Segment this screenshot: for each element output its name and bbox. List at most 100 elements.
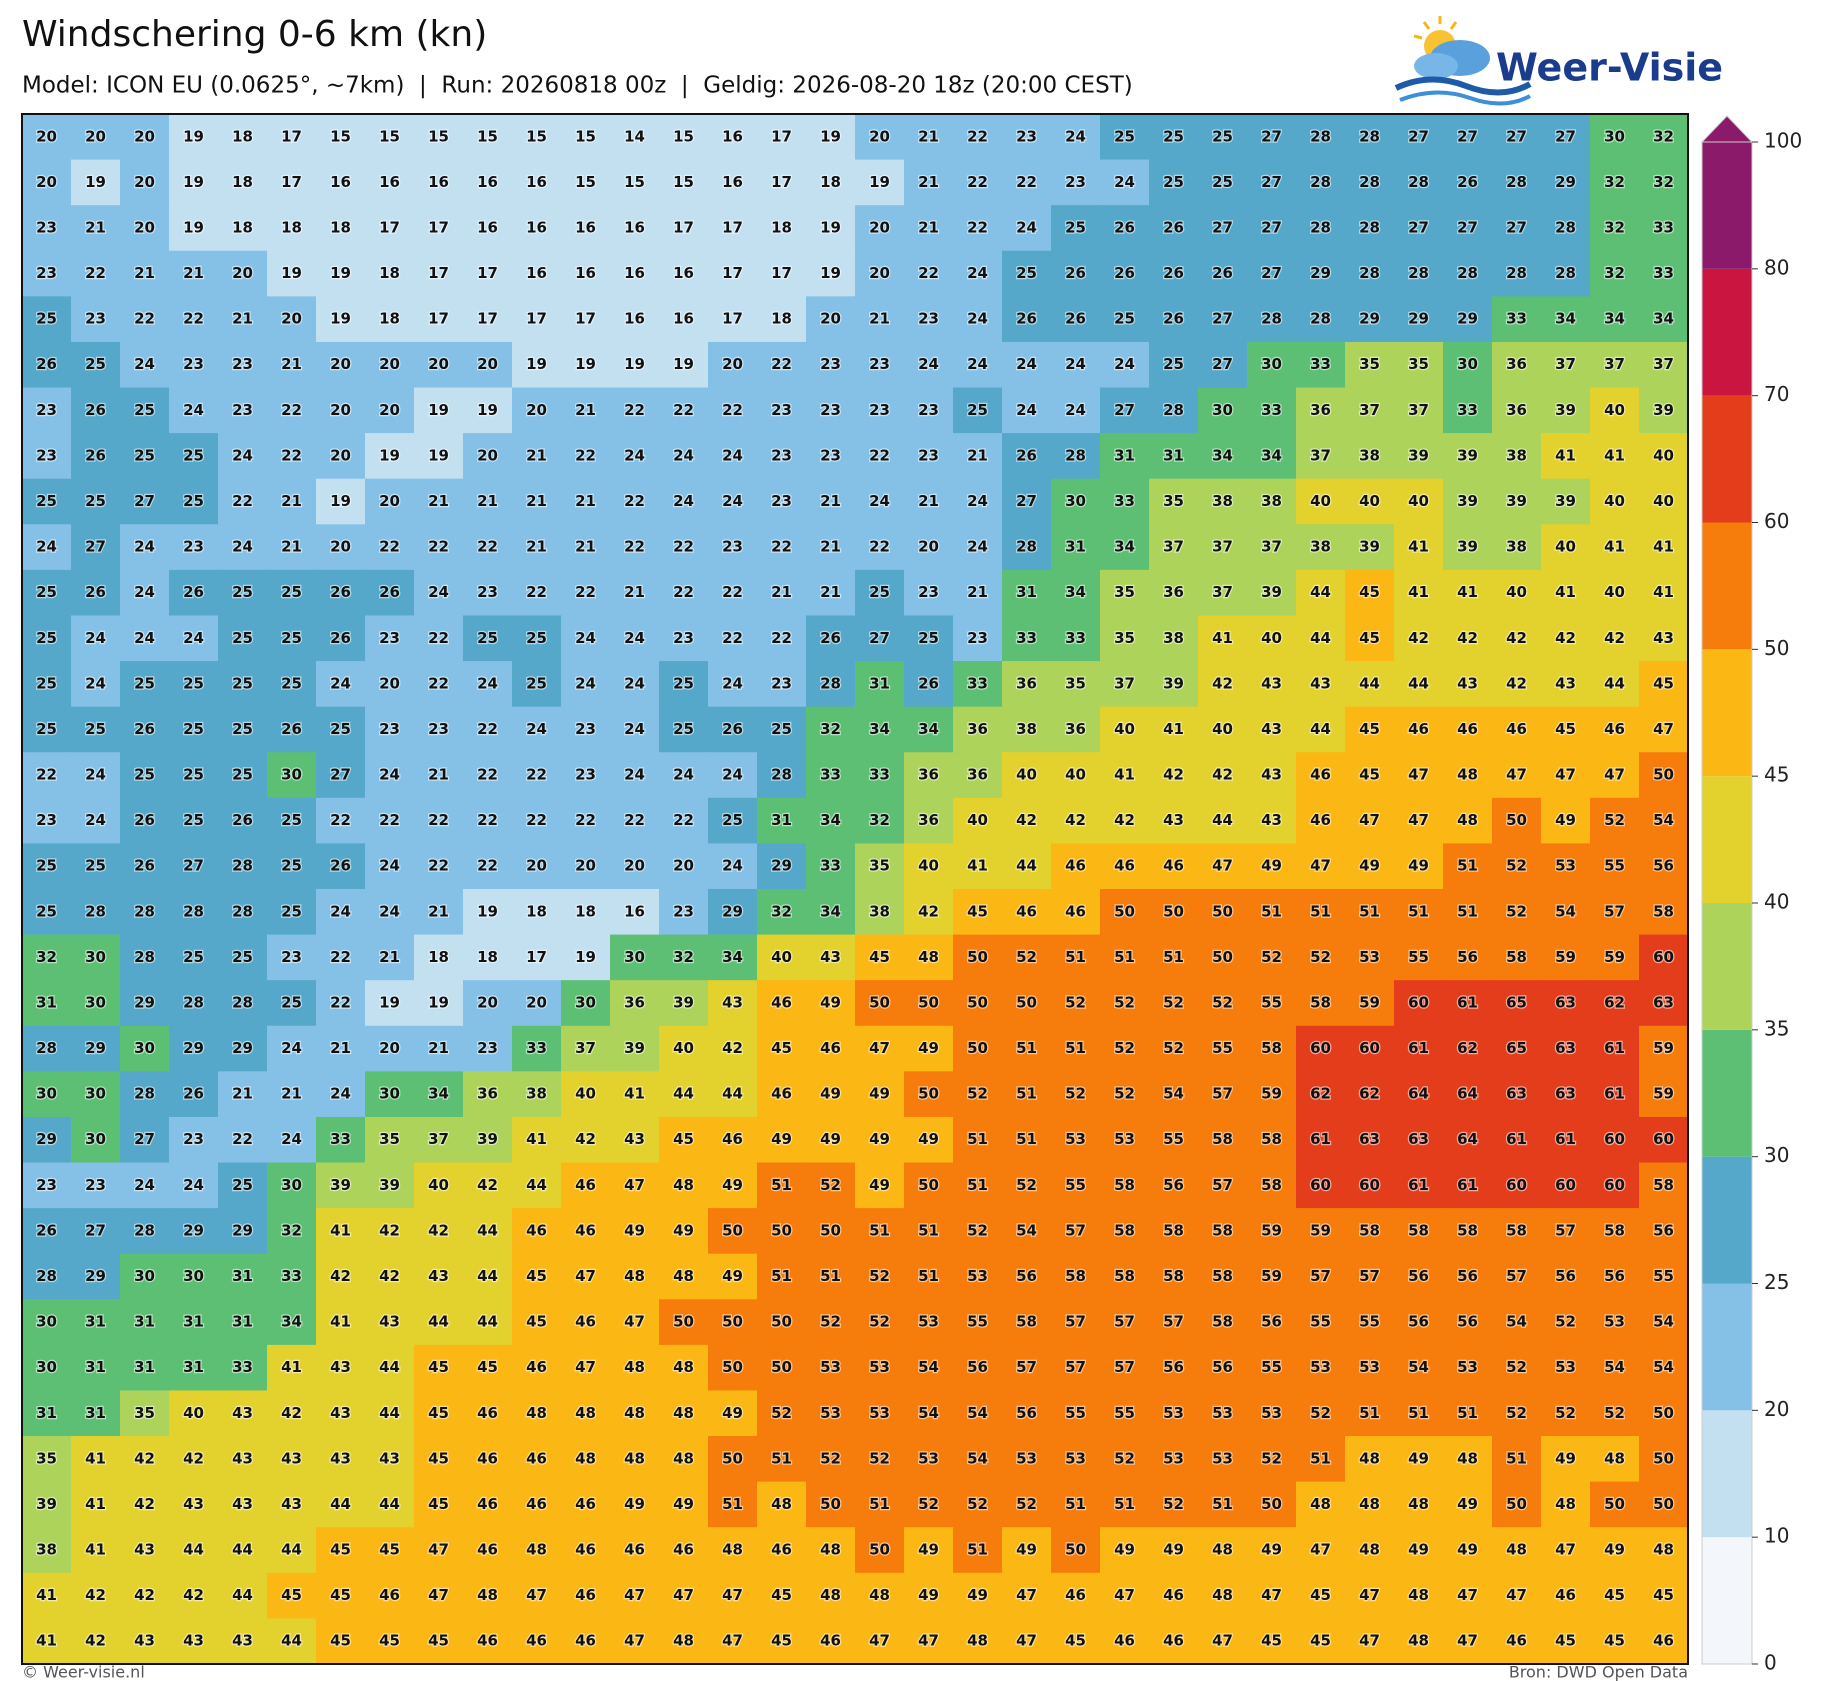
cell: [463, 752, 513, 799]
cell: [1492, 341, 1542, 389]
cell-value: 20: [526, 993, 547, 1011]
cell: [120, 934, 170, 981]
cell: [1002, 843, 1052, 890]
cell: [1149, 1299, 1199, 1346]
cell-value: 52: [967, 1221, 988, 1239]
cell-value: 38: [1310, 538, 1331, 556]
cell-value: 52: [1163, 993, 1184, 1011]
cell: [1590, 1390, 1640, 1437]
cell: [757, 980, 807, 1027]
cell: [659, 1025, 709, 1072]
cell: [365, 114, 415, 161]
cell: [1198, 569, 1248, 617]
cell-value: 55: [1653, 1267, 1674, 1285]
cell: [561, 341, 611, 389]
cell-value: 17: [281, 127, 302, 145]
cell-value: 30: [1261, 355, 1282, 373]
cell: [120, 1572, 170, 1620]
cell-value: 47: [428, 1541, 449, 1559]
cell-value: 29: [1555, 173, 1576, 191]
cell: [953, 524, 1003, 571]
cell: [1492, 159, 1542, 206]
cell-value: 48: [624, 1358, 645, 1376]
cell-value: 33: [232, 1358, 253, 1376]
cell-value: 19: [428, 993, 449, 1011]
cell-value: 26: [1163, 310, 1184, 328]
cell-value: 43: [1261, 766, 1282, 784]
cell: [1639, 114, 1689, 161]
cell: [904, 1572, 954, 1620]
cell: [169, 706, 219, 753]
cell: [1492, 980, 1542, 1027]
cell-value: 41: [1604, 538, 1625, 556]
cell: [1296, 114, 1346, 161]
cell: [1002, 1253, 1052, 1300]
cell-value: 49: [918, 1541, 939, 1559]
cell: [1002, 1572, 1052, 1620]
cell-value: 30: [1212, 401, 1233, 419]
cell-value: 26: [1163, 218, 1184, 236]
cell: [1345, 934, 1395, 981]
cell-value: 31: [183, 1313, 204, 1331]
cell: [365, 797, 415, 845]
cell-value: 52: [1016, 1176, 1037, 1194]
cell-value: 34: [1114, 538, 1135, 556]
cell-value: 24: [1065, 401, 1086, 419]
cell-value: 43: [1261, 674, 1282, 692]
cell: [806, 1208, 856, 1255]
cell-value: 58: [1114, 1221, 1135, 1239]
cell-value: 30: [575, 993, 596, 1011]
cell: [218, 1390, 268, 1437]
cell: [1345, 296, 1395, 343]
cell-value: 44: [183, 1541, 204, 1559]
cell: [659, 1390, 709, 1437]
cell-value: 30: [379, 1085, 400, 1103]
cell: [1492, 1481, 1542, 1528]
cell-value: 15: [673, 127, 694, 145]
cell: [855, 1071, 905, 1118]
cell-value: 48: [624, 1267, 645, 1285]
cell: [1639, 1025, 1689, 1072]
cell: [316, 1162, 366, 1209]
cell: [904, 1481, 954, 1528]
cell: [1149, 1253, 1199, 1300]
cell-value: 41: [281, 1358, 302, 1376]
cell: [365, 843, 415, 890]
cell-value: 50: [771, 1221, 792, 1239]
cell: [855, 296, 905, 343]
cell: [1443, 1299, 1493, 1346]
cell: [1247, 1344, 1297, 1392]
cell-value: 46: [575, 1313, 596, 1331]
cell-value: 21: [526, 446, 547, 464]
cell: [1590, 980, 1640, 1027]
cell-value: 23: [232, 401, 253, 419]
cell-value: 25: [477, 629, 498, 647]
cell-value: 23: [36, 446, 57, 464]
cell-value: 37: [1310, 446, 1331, 464]
cell-value: 23: [183, 1130, 204, 1148]
cell-value: 21: [918, 492, 939, 510]
cell: [610, 1208, 660, 1255]
cell-value: 22: [771, 355, 792, 373]
cell: [22, 1344, 72, 1392]
cell-value: 58: [1016, 1313, 1037, 1331]
cell-value: 52: [820, 1449, 841, 1467]
cell-value: 43: [330, 1358, 351, 1376]
cell: [1296, 1025, 1346, 1072]
cell: [904, 889, 954, 936]
cell-value: 44: [281, 1541, 302, 1559]
cell-value: 46: [575, 1541, 596, 1559]
cell: [1100, 478, 1150, 525]
cell-value: 58: [1212, 1313, 1233, 1331]
cell-value: 45: [771, 1632, 792, 1650]
cell-value: 16: [575, 264, 596, 282]
cell-value: 42: [1506, 629, 1527, 647]
cell: [1198, 615, 1248, 662]
cell: [169, 1618, 219, 1665]
cell-value: 22: [869, 538, 890, 556]
cell: [708, 1299, 758, 1346]
cell: [1345, 478, 1395, 525]
cell-value: 20: [869, 127, 890, 145]
cell-value: 19: [379, 993, 400, 1011]
cell-value: 52: [1310, 1404, 1331, 1422]
